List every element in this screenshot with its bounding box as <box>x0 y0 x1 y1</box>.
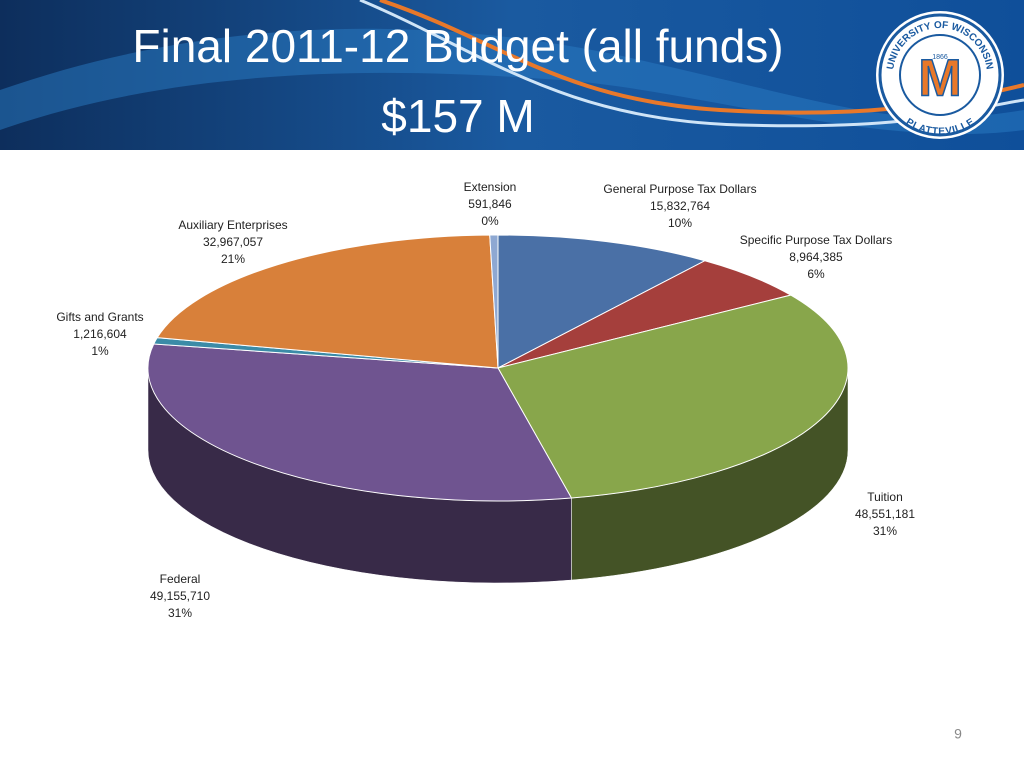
slice <box>497 260 793 369</box>
slice <box>497 294 849 499</box>
logo-year: 1866 <box>932 54 948 61</box>
data-label: 49,155,710 <box>150 589 210 603</box>
header: Final 2011-12 Budget (all funds) $157 M … <box>0 0 1024 150</box>
data-label: 1,216,604 <box>73 327 127 341</box>
data-label: 591,846 <box>468 197 512 211</box>
slice <box>156 234 499 369</box>
logo-outer <box>876 11 1004 139</box>
data-label: General Purpose Tax Dollars <box>603 182 756 196</box>
page-number: 9 <box>954 726 962 742</box>
data-label: 10% <box>668 216 692 230</box>
data-label: 1% <box>91 344 109 358</box>
logo-ring <box>878 13 1002 137</box>
data-label: 0% <box>481 214 499 228</box>
data-label: 31% <box>873 524 897 538</box>
data-label: 21% <box>221 252 245 266</box>
data-label: 8,964,385 <box>789 250 843 264</box>
data-label: Gifts and Grants <box>56 310 143 324</box>
slice <box>147 343 573 502</box>
logo: UNIVERSITY OF WISCONSIN PLATTEVILLE M 18… <box>876 11 1004 139</box>
title: Final 2011-12 Budget (all funds) <box>132 20 783 72</box>
data-label: 6% <box>807 267 825 281</box>
data-label: 48,551,181 <box>855 507 915 521</box>
data-label: Auxiliary Enterprises <box>178 218 287 232</box>
data-label: 32,967,057 <box>203 235 263 249</box>
swoosh <box>0 28 1024 135</box>
data-label: 15,832,764 <box>650 199 710 213</box>
data-label: Specific Purpose Tax Dollars <box>740 233 893 247</box>
subtitle: $157 M <box>381 90 534 142</box>
slice <box>489 234 499 369</box>
logo-inner-ring <box>899 34 981 116</box>
data-label: Tuition <box>867 490 903 504</box>
slice <box>497 234 707 369</box>
data-label: 31% <box>168 606 192 620</box>
data-label: Federal <box>160 572 201 586</box>
logo-letter: M <box>918 50 961 108</box>
pie-chart: General Purpose Tax Dollars 15,832,764 10%… <box>56 180 915 620</box>
data-label: Extension <box>464 180 517 194</box>
